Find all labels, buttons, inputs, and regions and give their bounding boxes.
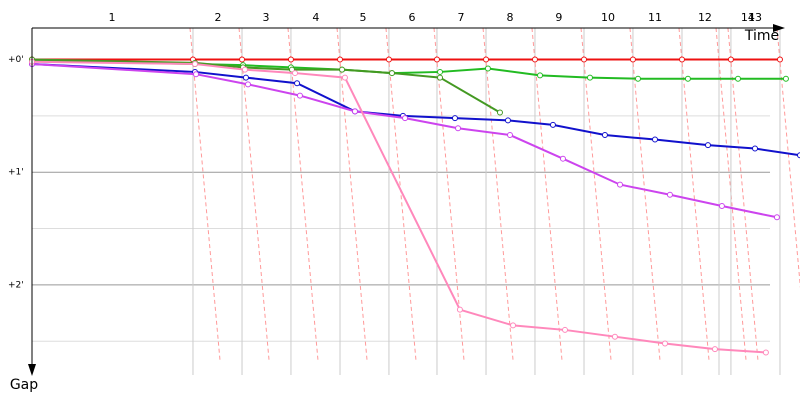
lap-label: 4 [312,11,319,24]
lap-line [531,27,563,361]
series-point [496,109,503,116]
series-line [31,63,800,157]
series-point [510,322,517,329]
series-point [704,142,711,149]
lap-label: 13 [748,11,762,24]
lap-label: 7 [457,11,464,24]
series-point [635,75,642,82]
series-point [718,203,725,210]
series-point [433,56,440,63]
series-point [662,340,669,347]
series-point [294,80,301,87]
series-point [617,181,624,188]
series-point [561,326,568,333]
series-point [611,333,618,340]
series-point [192,61,199,68]
lap-label: 3 [262,11,269,24]
series-point [601,132,608,139]
series-point [193,71,200,78]
y-tick-label: +2' [8,280,24,290]
series-point [727,56,734,63]
lap-label: 2 [214,11,221,24]
x-axis-arrow [773,24,785,32]
series-point [244,81,251,88]
y-tick-label: +0' [8,55,24,65]
series-point [629,56,636,63]
lap-label: 6 [409,11,416,24]
series-point [385,56,392,63]
series-point [537,72,544,79]
series-point [402,115,409,122]
series-point [437,68,444,75]
series-point [341,74,348,81]
series-point [797,152,800,159]
series-point [296,92,303,99]
series-line [31,58,501,114]
series-point [678,56,685,63]
series-point [483,56,490,63]
series-point [735,75,742,82]
series-point [773,214,780,221]
lap-label: 5 [359,11,366,24]
lap-label: 8 [506,11,513,24]
series-point [531,56,538,63]
lap-label: 1 [108,11,115,24]
lap-label: 12 [698,11,712,24]
plot [29,56,800,356]
series-point [337,56,344,63]
series-point [651,136,658,143]
series-point [506,132,513,139]
lap-line [287,27,319,361]
grid: +0' +1' +2' [8,27,800,375]
series-point [351,108,358,115]
series-point [339,66,346,73]
y-tick-label: +1' [8,168,24,178]
lap-line [482,27,514,361]
series-point [437,74,444,81]
series-line [31,60,766,354]
series-point [586,74,593,81]
series-point [455,125,462,132]
series-point [776,56,783,63]
series-point [242,74,249,81]
series-point [762,349,769,356]
series-point [559,155,566,162]
lap-label: 14 [741,11,755,24]
series-point [711,346,718,353]
series-point [581,56,588,63]
lap-line [385,27,417,361]
series-point [292,70,299,77]
series-point [239,56,246,63]
series-point [684,75,691,82]
y-axis-arrow [28,364,36,376]
lap-label: 11 [648,11,662,24]
series-point [456,306,463,313]
series-point [241,66,248,73]
y-axis-title: Gap [10,377,38,393]
series-point [388,70,395,77]
series-point [752,145,759,152]
lap-label: 9 [555,11,562,24]
series-point [484,65,491,72]
x-axis-title: Time [744,28,779,44]
series-point [504,117,511,124]
series-point [782,75,789,82]
series-line [31,59,786,80]
lap-label: 10 [601,11,615,24]
series-point [666,191,673,198]
series-point [451,115,458,122]
series-point [287,56,294,63]
series-point [549,121,556,128]
